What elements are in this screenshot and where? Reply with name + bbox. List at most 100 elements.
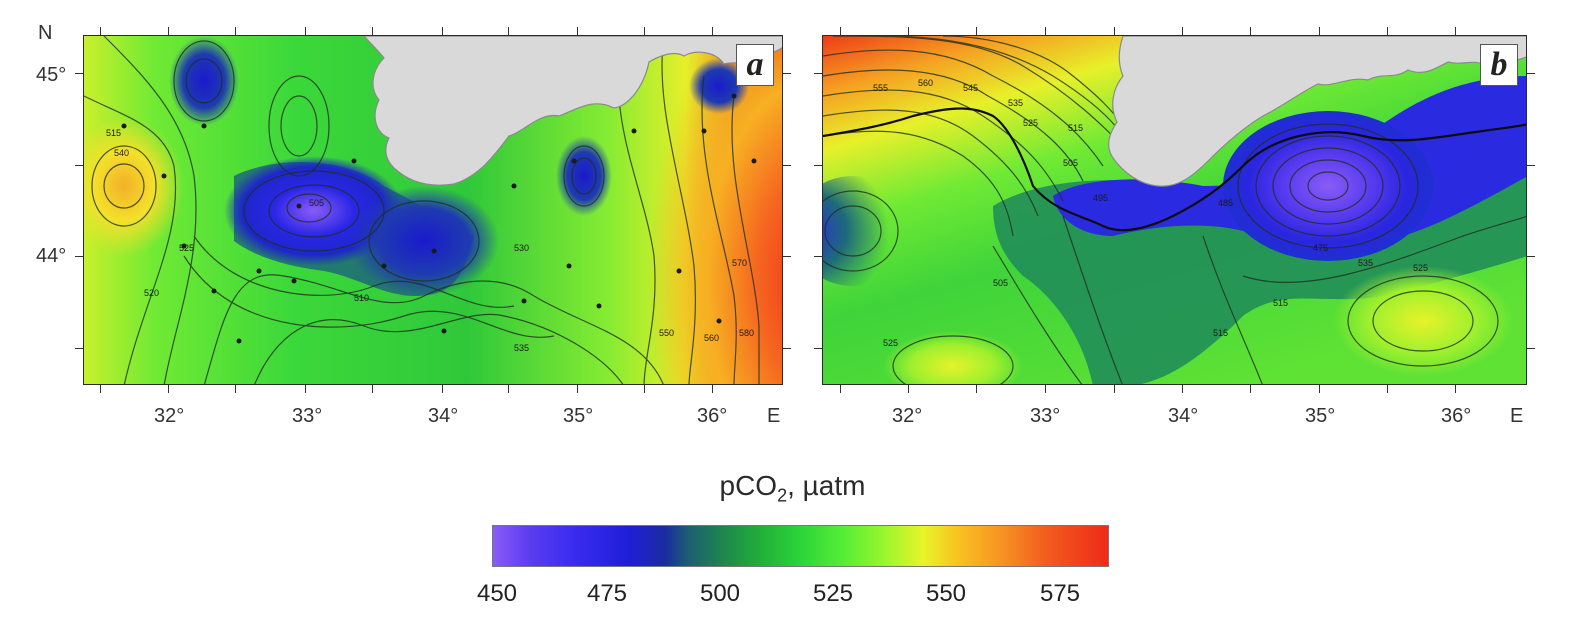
contour-label: 545 <box>963 83 978 93</box>
lon-label-a-34: 34° <box>428 405 459 427</box>
contour-label: 550 <box>659 328 674 338</box>
contour-label: 535 <box>1008 98 1023 108</box>
lon-label-a-33: 33° <box>292 405 323 427</box>
lat-label-44: 44° <box>36 245 67 267</box>
contour-label: 525 <box>883 338 898 348</box>
tick-mark <box>508 385 509 393</box>
tick-mark <box>235 385 236 393</box>
tick-mark <box>644 385 645 393</box>
north-label: N <box>38 22 53 44</box>
tick-mark <box>442 385 443 393</box>
colorbar-label: 525 <box>812 580 854 607</box>
map-panel-b: 555 560 545 535 525 515 505 495 485 475 … <box>822 35 1527 385</box>
tick-mark <box>305 27 306 35</box>
tick-mark <box>1182 385 1183 393</box>
tick-mark <box>1455 385 1456 393</box>
tick-mark <box>1045 27 1046 35</box>
tick-mark <box>712 385 713 393</box>
tick-mark <box>976 27 977 35</box>
tick-mark <box>1387 385 1388 393</box>
tick-mark <box>814 165 822 166</box>
tick-mark <box>235 27 236 35</box>
tick-mark <box>712 27 713 35</box>
contour-label: 530 <box>514 243 529 253</box>
tick-mark <box>1527 165 1535 166</box>
contour-label: 505 <box>1063 158 1078 168</box>
lon-label-b-34: 34° <box>1168 405 1199 427</box>
lon-label-a-32: 32° <box>154 405 185 427</box>
contour-label: 515 <box>1273 298 1288 308</box>
colorbar-label: 575 <box>1039 580 1081 607</box>
tick-mark <box>305 385 306 393</box>
tick-mark <box>1114 385 1115 393</box>
lon-label-b-36: 36° <box>1441 405 1472 427</box>
lon-label-b-35: 35° <box>1305 405 1336 427</box>
lon-label-b-33: 33° <box>1030 405 1061 427</box>
tick-mark <box>168 385 169 393</box>
east-label-b: E <box>1510 405 1524 427</box>
contour-label: 520 <box>144 288 159 298</box>
colorbar <box>492 525 1109 567</box>
tick-mark <box>1319 385 1320 393</box>
tick-mark <box>644 27 645 35</box>
contour-label: 555 <box>873 83 888 93</box>
tick-mark <box>908 385 909 393</box>
contour-label: 515 <box>1213 328 1228 338</box>
panel-letter-a: a <box>736 44 774 86</box>
tick-mark <box>75 256 83 257</box>
contour-label: 485 <box>1218 198 1233 208</box>
tick-mark <box>840 385 841 393</box>
contour-label: 560 <box>918 78 933 88</box>
tick-mark <box>783 256 791 257</box>
tick-mark <box>75 348 83 349</box>
contour-label: 580 <box>739 328 754 338</box>
tick-mark <box>1045 385 1046 393</box>
tick-mark <box>372 27 373 35</box>
tick-mark <box>75 73 83 74</box>
tick-mark <box>814 348 822 349</box>
contour-label: 570 <box>732 258 747 268</box>
contour-label: 510 <box>354 293 369 303</box>
colorbar-title: pCO2, µatm <box>0 470 1585 507</box>
tick-mark <box>1527 256 1535 257</box>
tick-mark <box>1527 73 1535 74</box>
tick-mark <box>75 165 83 166</box>
contour-label: 535 <box>1358 258 1373 268</box>
tick-mark <box>814 256 822 257</box>
tick-mark <box>783 348 791 349</box>
tick-mark <box>976 385 977 393</box>
tick-mark <box>372 385 373 393</box>
east-label-a: E <box>767 405 781 427</box>
colorbar-label: 550 <box>925 580 967 607</box>
contour-label: 540 <box>114 148 129 158</box>
tick-mark <box>577 385 578 393</box>
map-panel-a: 515 520 525 540 505 510 530 535 550 560 … <box>83 35 783 385</box>
contour-label: 525 <box>179 243 194 253</box>
contour-label: 560 <box>704 333 719 343</box>
contour-label: 475 <box>1313 243 1328 253</box>
tick-mark <box>1319 27 1320 35</box>
colorbar-label: 500 <box>699 580 741 607</box>
tick-mark <box>1114 27 1115 35</box>
tick-mark <box>508 27 509 35</box>
map-b-svg: 555 560 545 535 525 515 505 495 485 475 … <box>823 36 1526 384</box>
contour-label: 525 <box>1413 263 1428 273</box>
tick-mark <box>100 385 101 393</box>
colorbar-title-subscript: 2 <box>777 485 788 506</box>
lon-label-b-32: 32° <box>892 405 923 427</box>
colorbar-label: 450 <box>476 580 518 607</box>
colorbar-title-main: pCO <box>719 470 778 501</box>
tick-mark <box>100 27 101 35</box>
tick-mark <box>1527 348 1535 349</box>
colorbar-label: 475 <box>586 580 628 607</box>
tick-mark <box>1387 27 1388 35</box>
tick-mark <box>783 165 791 166</box>
tick-mark <box>908 27 909 35</box>
colorbar-title-unit: , µatm <box>787 470 866 501</box>
contour-label: 505 <box>993 278 1008 288</box>
lon-label-a-36: 36° <box>697 405 728 427</box>
tick-mark <box>814 73 822 74</box>
tick-mark <box>442 27 443 35</box>
contour-label: 525 <box>1023 118 1038 128</box>
